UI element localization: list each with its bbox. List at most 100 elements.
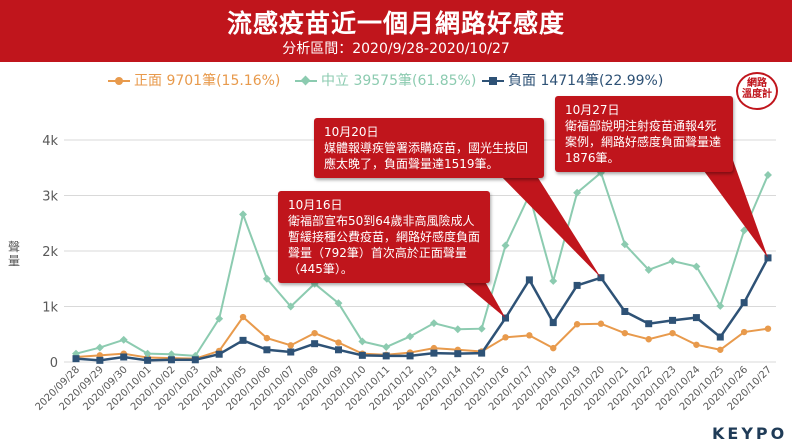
callout-oct16: 10月16日 衛福部宣布50到64歲非高風險成人暫緩接種公費疫苗，網路好感度負面… (278, 191, 490, 283)
y-tick-label: 4k (42, 134, 58, 149)
legend-marker-neutral (295, 75, 317, 87)
data-point-neutral (95, 343, 104, 352)
data-point-negative (334, 346, 342, 354)
callout-oct27: 10月27日 衛福部說明注射疫苗通報4死案例，網路好感度負面聲量達1876筆。 (555, 96, 733, 172)
data-point-neutral (143, 349, 152, 358)
data-point-negative (263, 346, 271, 354)
series-line-0 (75, 315, 769, 360)
data-point-negative (430, 349, 438, 357)
data-point-positive (621, 329, 629, 337)
y-tick-label: 2k (42, 245, 58, 260)
legend-item-positive: 正面 9701筆(15.16%) (108, 70, 280, 90)
series-line-2 (75, 257, 770, 362)
data-point-neutral (620, 240, 629, 249)
callout-oct16-text: 衛福部宣布50到64歲非高風險成人暫緩接種公費疫苗，網路好感度負面聲量（792筆… (288, 214, 481, 276)
data-point-positive (740, 328, 748, 336)
data-point-positive (550, 344, 557, 352)
data-point-negative (167, 356, 175, 364)
callout-oct20-text: 媒體報導疾管署添購疫苗，國光生技回應太晚了，負面聲量達1519筆。 (324, 141, 529, 171)
data-point-neutral (549, 277, 558, 285)
data-point-neutral (740, 226, 749, 235)
data-point-negative (382, 352, 390, 360)
data-point-negative (239, 336, 247, 344)
data-point-positive (335, 339, 342, 346)
data-point-neutral (501, 241, 510, 250)
data-point-neutral (429, 319, 438, 328)
badge-line2: 溫度計 (742, 89, 772, 100)
keypo-watermark: KEYPO (712, 424, 788, 443)
data-point-positive (239, 313, 247, 321)
callout-oct20-date: 10月20日 (324, 125, 379, 139)
data-point-positive (502, 334, 509, 341)
data-point-negative (740, 299, 748, 307)
legend-marker-positive (108, 75, 130, 87)
y-tick-label: 3k (42, 190, 58, 205)
data-point-positive (717, 346, 724, 353)
data-point-positive (573, 321, 581, 328)
series-line-1 (75, 171, 769, 357)
data-point-positive (645, 336, 652, 343)
chart-subtitle: 分析區間：2020/9/28-2020/10/27 (282, 41, 510, 57)
data-point-negative (645, 320, 653, 328)
data-point-negative (454, 350, 462, 358)
data-point-negative (549, 319, 557, 327)
data-point-negative (669, 316, 677, 324)
data-point-neutral (167, 350, 176, 359)
callout-pointer-2 (690, 152, 768, 258)
callout-pointer-1 (490, 165, 601, 278)
data-point-negative (525, 276, 533, 284)
chart-title: 流感疫苗近一個月網路好感度 (226, 9, 565, 38)
data-point-neutral (716, 301, 725, 310)
data-point-negative (120, 353, 128, 361)
data-point-neutral (334, 299, 343, 308)
data-point-positive (597, 320, 605, 327)
legend-label-negative: 負面 14714筆(22.99%) (508, 73, 664, 89)
data-point-negative (144, 356, 152, 364)
data-point-negative (692, 314, 700, 322)
data-point-neutral (406, 332, 415, 341)
data-point-negative (311, 340, 319, 348)
badge-line1: 網路 (747, 78, 767, 89)
callout-oct20: 10月20日 媒體報導疾管署添購疫苗，國光生技回應太晚了，負面聲量達1519筆。 (314, 118, 544, 178)
data-point-positive (311, 329, 318, 337)
data-point-positive (287, 342, 294, 349)
legend-item-negative: 負面 14714筆(22.99%) (482, 70, 663, 90)
legend-label-positive: 正面 9701筆(15.16%) (134, 73, 281, 89)
y-tick-label: 1k (42, 301, 58, 316)
data-point-neutral (668, 257, 677, 265)
data-point-negative (215, 350, 223, 358)
data-point-positive (693, 341, 700, 348)
data-point-positive (669, 329, 676, 337)
y-axis-label: 聲量 (7, 240, 20, 268)
data-point-neutral (286, 302, 295, 311)
data-point-positive (764, 325, 772, 332)
callout-oct27-text: 衛福部說明注射疫苗通報4死案例，網路好感度負面聲量達1876筆。 (565, 119, 722, 165)
data-point-neutral (573, 188, 582, 197)
data-point-negative (406, 352, 414, 360)
data-point-neutral (382, 343, 391, 351)
data-point-negative (764, 254, 772, 262)
legend-item-neutral: 中立 39575筆(61.85%) (295, 70, 476, 90)
thermometer-badge-icon: 網路 溫度計 (736, 72, 778, 110)
legend: 正面 9701筆(15.16%) 中立 39575筆(61.85%) 負面 14… (0, 70, 792, 90)
data-point-negative (191, 356, 199, 364)
data-point-negative (478, 349, 486, 357)
data-point-negative (96, 356, 104, 364)
title-bar: 流感疫苗近一個月網路好感度 分析區間：2020/9/28-2020/10/27 (0, 0, 792, 62)
data-point-neutral (239, 210, 247, 219)
data-point-negative (621, 307, 629, 315)
legend-marker-negative (482, 75, 504, 87)
data-point-neutral (119, 335, 128, 344)
data-point-positive (263, 334, 271, 342)
y-tick-label: 0 (50, 356, 58, 371)
data-point-neutral (477, 324, 486, 333)
data-point-neutral (453, 325, 462, 334)
data-point-neutral (262, 274, 271, 283)
data-point-negative (287, 348, 295, 356)
data-point-negative (573, 281, 581, 289)
callout-oct27-date: 10月27日 (565, 103, 620, 117)
callout-oct16-date: 10月16日 (288, 198, 343, 212)
data-point-neutral (358, 337, 367, 346)
data-point-neutral (764, 171, 772, 179)
